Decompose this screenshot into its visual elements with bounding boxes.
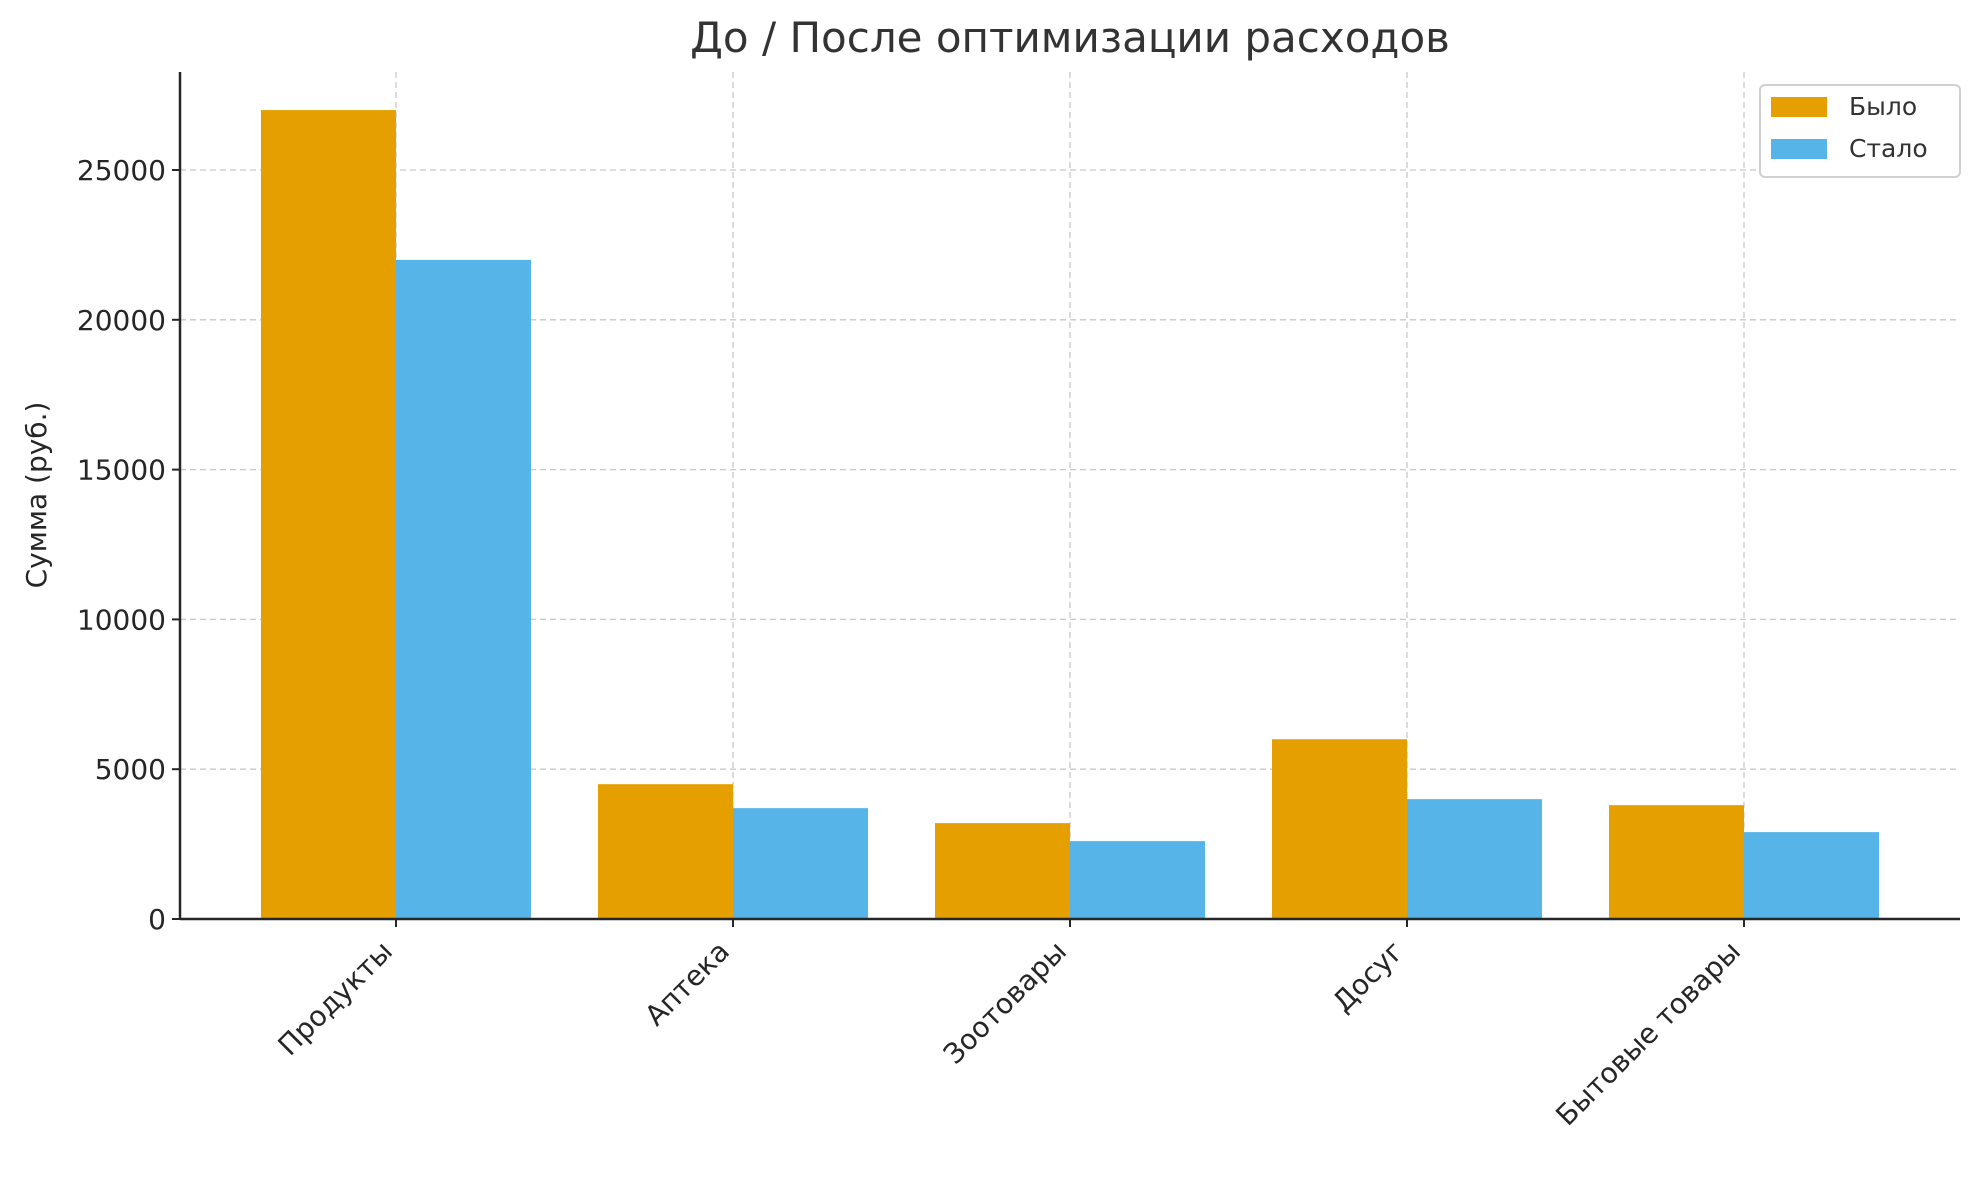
- bar-after: [396, 259, 531, 919]
- bar-after: [1744, 832, 1879, 919]
- y-tick-label: 10000: [77, 603, 166, 636]
- y-tick-label: 15000: [77, 454, 166, 487]
- bar-before: [261, 110, 396, 919]
- x-tick-label: Досуг: [1326, 935, 1410, 1019]
- legend-swatch: [1771, 139, 1827, 159]
- legend-label: Стало: [1849, 134, 1928, 163]
- bar-after: [1407, 799, 1542, 919]
- y-axis-ticks: 0 5000 10000 15000 20000 25000: [77, 154, 180, 936]
- x-tick-label: Зоотовары: [937, 935, 1073, 1071]
- y-tick-label: 25000: [77, 154, 166, 187]
- bar-after: [733, 808, 868, 919]
- grid-lines: [180, 72, 1960, 919]
- bar-before: [1272, 739, 1407, 919]
- chart-title: До / После оптимизации расходов: [690, 13, 1450, 62]
- x-tick-label: Продукты: [272, 935, 399, 1062]
- bar-before: [598, 784, 733, 919]
- x-axis-ticks: Продукты Аптека Зоотовары Досуг Бытовые това…: [272, 919, 1747, 1132]
- y-tick-label: 5000: [95, 753, 166, 786]
- legend-label: Было: [1849, 92, 1917, 121]
- y-tick-label: 0: [148, 903, 166, 936]
- x-tick-label: Аптека: [638, 935, 736, 1033]
- legend: Было Стало: [1759, 84, 1961, 178]
- bar-before: [935, 823, 1070, 919]
- y-axis-label: Сумма (руб.): [20, 402, 53, 589]
- bar-after: [1070, 841, 1205, 919]
- y-tick-label: 20000: [77, 304, 166, 337]
- x-tick-label: Бытовые товары: [1549, 935, 1747, 1133]
- bar-before: [1609, 805, 1744, 919]
- legend-swatch: [1771, 97, 1827, 117]
- bars: [261, 110, 1879, 919]
